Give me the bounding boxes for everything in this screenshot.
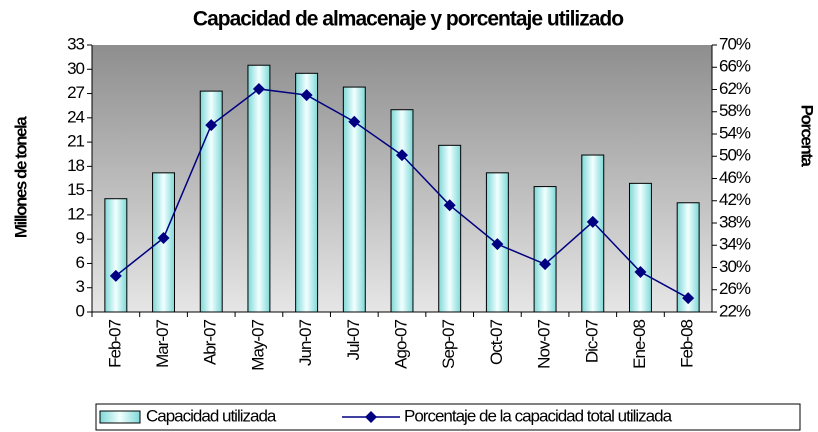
y2-tick-label: 22%	[719, 301, 751, 320]
bar	[247, 64, 271, 313]
y-tick-label: 24	[67, 107, 84, 126]
x-tick-label: Ene-08	[630, 319, 649, 368]
x-tick-label: Mar-07	[153, 319, 172, 367]
y-tick-label: 30	[67, 59, 84, 78]
y-axis-title: Millones de tonela	[11, 116, 30, 238]
marker	[348, 115, 361, 128]
legend-label: Porcentaje de la capacidad total utiliza…	[404, 406, 673, 425]
x-tick-label: Ago-07	[391, 319, 410, 368]
x-tick-label: Jun-07	[296, 319, 315, 366]
y2-tick-label: 30%	[719, 257, 751, 276]
marker	[396, 149, 408, 162]
x-tick-label: Jul-07	[344, 319, 363, 360]
legend-marker	[365, 411, 377, 423]
y2-tick-label: 70%	[719, 34, 751, 53]
marker	[634, 265, 647, 278]
marker	[443, 199, 456, 212]
x-tick-label: Sep-07	[439, 319, 458, 368]
x-tick-label: Dic-07	[582, 319, 601, 363]
y2-tick-label: 26%	[719, 279, 751, 298]
marker	[252, 82, 265, 95]
y2-tick-label: 34%	[719, 235, 751, 254]
marker	[300, 89, 313, 102]
y-tick-label: 0	[76, 301, 85, 320]
y-tick-label: 15	[67, 180, 84, 199]
y2-tick-label: 50%	[719, 146, 751, 165]
marker	[157, 232, 170, 245]
marker	[586, 215, 599, 228]
y-tick-label: 6	[76, 253, 85, 272]
bar	[104, 198, 128, 313]
legend	[95, 403, 801, 431]
y-tick-label: 3	[76, 277, 85, 296]
y2-tick-label: 46%	[719, 168, 751, 187]
y2-tick-label: 62%	[719, 79, 751, 98]
x-tick-label: Nov-07	[535, 319, 554, 368]
chart-title: Capacidad de almacenaje y porcentaje uti…	[193, 8, 623, 31]
y-tick-label: 18	[67, 156, 84, 175]
marker	[682, 292, 695, 305]
y2-tick-label: 54%	[719, 123, 751, 142]
y2-tick-label: 38%	[719, 212, 751, 231]
y-tick-label: 33	[67, 34, 84, 53]
marker	[491, 238, 504, 251]
y-tick-label: 9	[76, 229, 85, 248]
bar	[295, 72, 319, 313]
y2-tick-label: 58%	[719, 101, 751, 120]
marker	[109, 269, 122, 282]
bar	[628, 182, 652, 313]
bar	[581, 154, 605, 313]
y-tick-label: 12	[67, 204, 84, 223]
x-tick-label: May-07	[248, 319, 267, 370]
y-tick-label: 27	[67, 83, 84, 102]
legend-label: Capacidad utilizada	[146, 406, 277, 425]
x-tick-label: Feb-07	[105, 319, 124, 367]
x-tick-label: Oct-07	[487, 319, 506, 365]
y2-tick-label: 66%	[719, 57, 751, 76]
legend-swatch	[99, 410, 141, 424]
bar	[390, 109, 414, 313]
x-tick-label: Feb-08	[678, 319, 697, 367]
bar	[533, 186, 557, 313]
y-tick-label: 21	[67, 132, 84, 151]
bar	[438, 144, 462, 313]
x-tick-label: Abr-07	[201, 319, 220, 365]
marker	[539, 258, 552, 271]
y2-axis-title: Porcenta	[798, 105, 817, 168]
marker	[205, 119, 218, 132]
y2-tick-label: 42%	[719, 190, 751, 209]
